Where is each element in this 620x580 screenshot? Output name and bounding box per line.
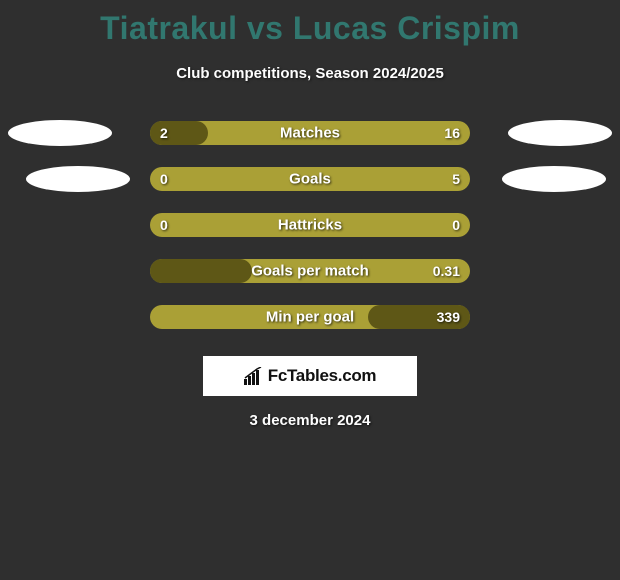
player-left-badge [8, 120, 112, 146]
date-label: 3 december 2024 [0, 412, 620, 429]
comparison-row: 216Matches [0, 110, 620, 156]
stat-label: Goals [150, 171, 470, 188]
stat-label: Hattricks [150, 217, 470, 234]
player-right-badge [502, 166, 606, 192]
comparison-row: 0.31Goals per match [0, 248, 620, 294]
stat-label: Min per goal [150, 309, 470, 326]
comparison-row: 05Goals [0, 156, 620, 202]
left-cell [8, 166, 128, 192]
brand-text: FcTables.com [268, 366, 377, 386]
player-left-badge [26, 166, 130, 192]
right-cell [492, 120, 612, 146]
brand-badge: FcTables.com [203, 356, 417, 396]
page-title: Tiatrakul vs Lucas Crispim [0, 0, 620, 47]
stat-bar: 00Hattricks [150, 213, 470, 237]
brand-icon [244, 367, 264, 385]
stat-label: Goals per match [150, 263, 470, 280]
stat-bar: 0.31Goals per match [150, 259, 470, 283]
stat-bar: 216Matches [150, 121, 470, 145]
left-cell [8, 120, 128, 146]
comparison-rows: 216Matches 05Goals 00Hattricks 0.31Goals pe… [0, 110, 620, 340]
comparison-row: 339Min per goal [0, 294, 620, 340]
stat-bar: 05Goals [150, 167, 470, 191]
stat-label: Matches [150, 125, 470, 142]
comparison-row: 00Hattricks [0, 202, 620, 248]
subtitle: Club competitions, Season 2024/2025 [0, 65, 620, 82]
player-right-badge [508, 120, 612, 146]
right-cell [492, 166, 612, 192]
stat-bar: 339Min per goal [150, 305, 470, 329]
